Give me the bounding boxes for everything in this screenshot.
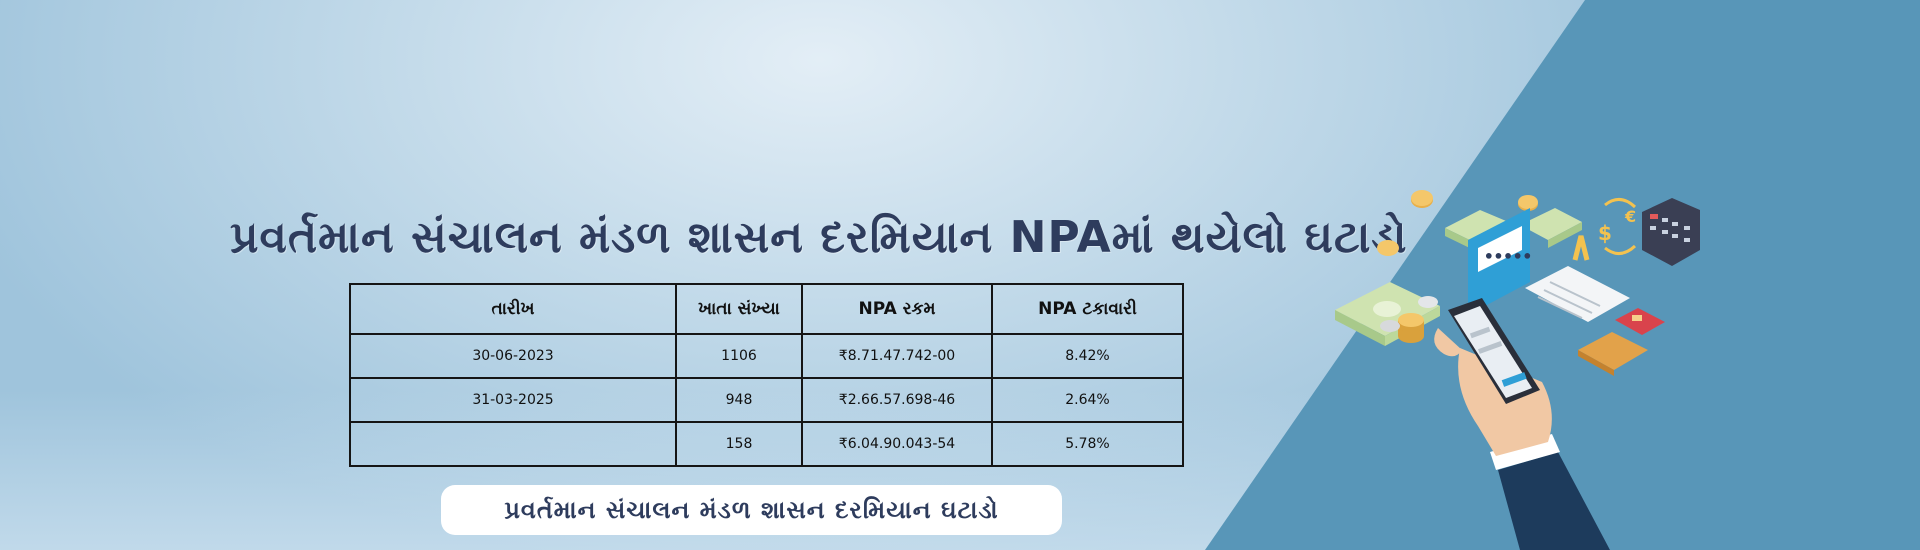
cell-date <box>349 421 677 467</box>
table-header-row: તારીખ ખાતા સંખ્યા NPA રકમ NPA ટકાવારી <box>349 283 1184 335</box>
chat-bubble-icon: ••••• <box>1468 208 1532 315</box>
calculator-icon <box>1642 198 1700 266</box>
svg-text:•••••: ••••• <box>1484 247 1532 266</box>
smartphone-hand-icon <box>1434 298 1610 550</box>
coins-icon <box>1377 190 1538 343</box>
cell-account-count: 1106 <box>675 333 803 379</box>
header-date: તારીખ <box>349 283 677 335</box>
cell-date: 30-06-2023 <box>349 333 677 379</box>
cell-account-count: 948 <box>675 377 803 423</box>
cell-npa-percentage: 2.64% <box>991 377 1184 423</box>
receipt-icon <box>1525 266 1630 322</box>
subtitle-text: પ્રવર્તમાન સંચાલન મંડળ શાસન દરમિયાન ઘટાડ… <box>504 496 999 524</box>
cell-date: 31-03-2025 <box>349 377 677 423</box>
table-row: 158 ₹6.04.90.043-54 5.78% <box>349 421 1184 467</box>
banner-title: પ્રવર્તમાન સંચાલન મંડળ શાસન દરમિયાન NPAમ… <box>230 212 1408 263</box>
digital-banking-illustration: $ € ••••• <box>1335 190 1700 550</box>
svg-text:€: € <box>1624 207 1636 226</box>
header-npa-amount: NPA રકમ <box>801 283 993 335</box>
cell-npa-amount: ₹6.04.90.043-54 <box>801 421 993 467</box>
cell-npa-amount: ₹2.66.57.698-46 <box>801 377 993 423</box>
table-row: 31-03-2025 948 ₹2.66.57.698-46 2.64% <box>349 377 1184 423</box>
header-account-count: ખાતા સંખ્યા <box>675 283 803 335</box>
credit-card-icon <box>1578 308 1665 376</box>
cash-stack-icon <box>1335 208 1582 346</box>
npa-table: તારીખ ખાતા સંખ્યા NPA રકમ NPA ટકાવારી 30… <box>349 283 1184 467</box>
cell-npa-amount: ₹8.71.47.742-00 <box>801 333 993 379</box>
cell-account-count: 158 <box>675 421 803 467</box>
table-row: 30-06-2023 1106 ₹8.71.47.742-00 8.42% <box>349 333 1184 379</box>
cell-npa-percentage: 5.78% <box>991 421 1184 467</box>
svg-text:$: $ <box>1598 221 1612 245</box>
currency-exchange-icon: $ € <box>1572 198 1636 261</box>
cell-npa-percentage: 8.42% <box>991 333 1184 379</box>
subtitle-pill: પ્રવર્તમાન સંચાલન મંડળ શાસન દરમિયાન ઘટાડ… <box>441 485 1062 535</box>
header-npa-percentage: NPA ટકાવારી <box>991 283 1184 335</box>
